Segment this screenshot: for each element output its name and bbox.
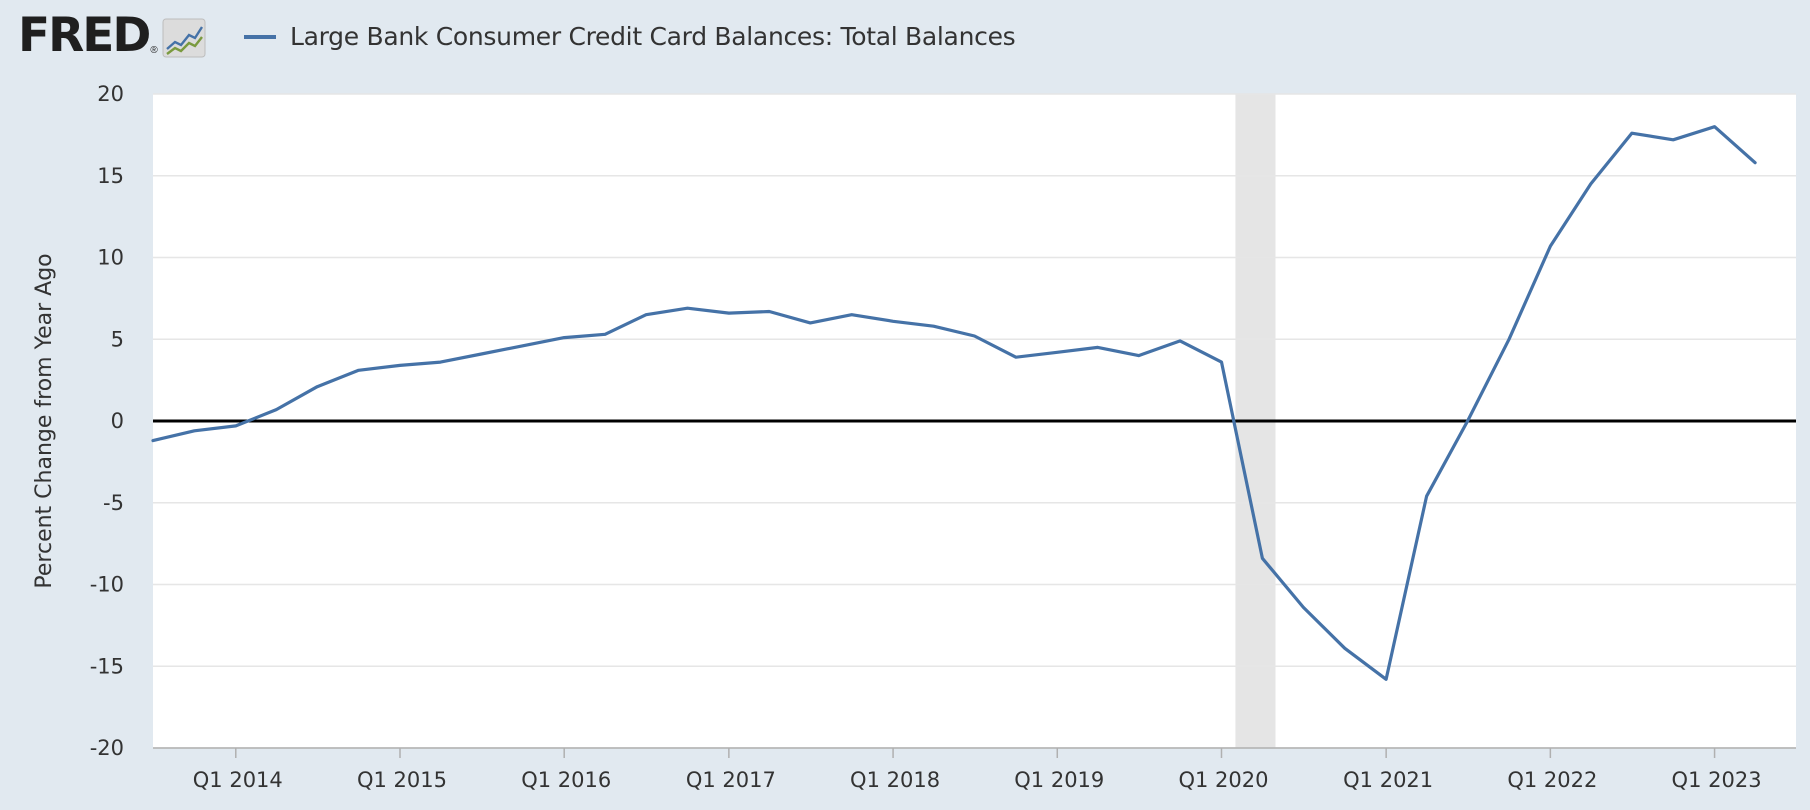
x-tick-label: Q1 2015 [357, 768, 447, 792]
chart-legend: Large Bank Consumer Credit Card Balances… [244, 22, 1016, 51]
x-tick-label: Q1 2021 [1343, 768, 1433, 792]
legend-swatch [244, 34, 276, 39]
y-tick-label: -10 [90, 573, 124, 597]
x-tick-label: Q1 2018 [850, 768, 940, 792]
y-tick-label: -15 [90, 654, 124, 678]
y-tick-label: 10 [97, 246, 124, 270]
fred-logo[interactable]: FRED ® [18, 8, 206, 63]
logo-text: FRED [18, 8, 151, 63]
y-tick-label: 20 [97, 82, 124, 106]
trend-line-graph-icon [162, 18, 206, 58]
chart-header: FRED ® Large Bank Consumer Credit Card B… [0, 0, 1810, 80]
y-tick-label: 0 [111, 409, 124, 433]
x-tick-label: Q1 2016 [521, 768, 611, 792]
x-tick-label: Q1 2020 [1178, 768, 1268, 792]
y-axis-label: Percent Change from Year Ago [32, 253, 57, 588]
x-tick-label: Q1 2022 [1507, 768, 1597, 792]
x-tick-label: Q1 2014 [193, 768, 283, 792]
x-tick-label: Q1 2023 [1672, 768, 1762, 792]
logo-registered-mark: ® [150, 45, 158, 56]
y-tick-label: 5 [111, 327, 124, 351]
x-tick-label: Q1 2017 [686, 768, 776, 792]
x-tick-label: Q1 2019 [1014, 768, 1104, 792]
legend-label: Large Bank Consumer Credit Card Balances… [290, 22, 1016, 51]
series-line [151, 125, 1757, 681]
y-tick-label: -20 [90, 736, 124, 760]
y-tick-label: -5 [103, 491, 124, 515]
y-tick-label: 15 [97, 164, 124, 188]
